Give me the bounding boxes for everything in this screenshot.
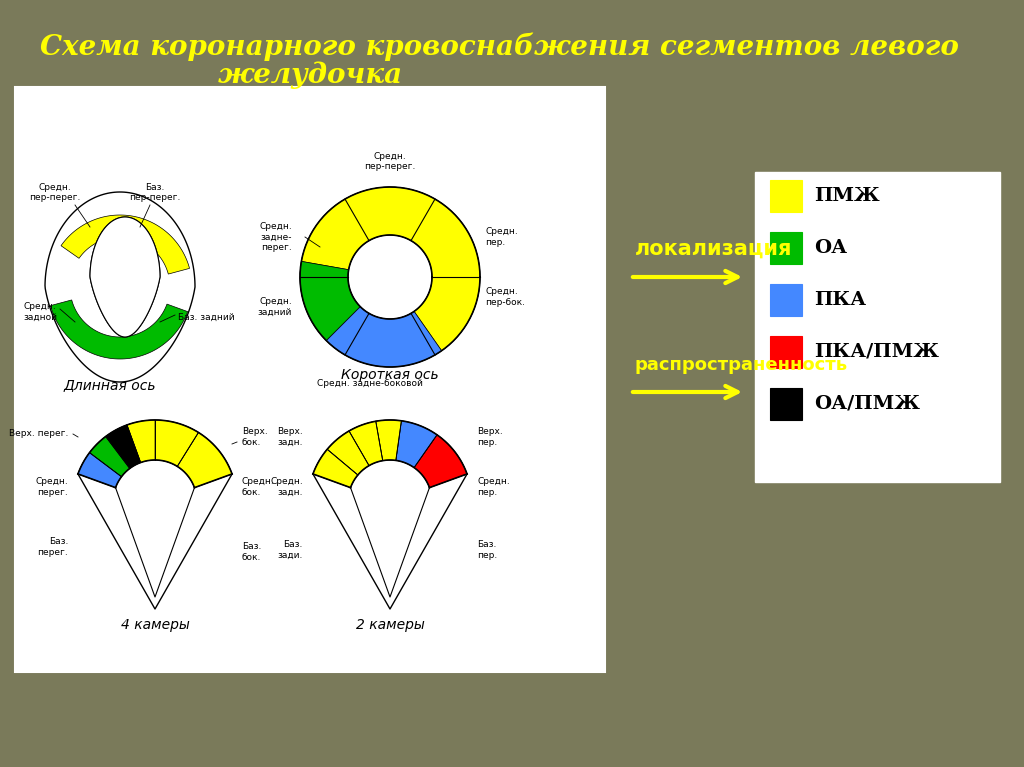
Text: Средн.
пер.: Средн. пер. <box>477 477 510 497</box>
Polygon shape <box>301 187 480 351</box>
Bar <box>770 232 802 264</box>
Text: ОА/ПМЖ: ОА/ПМЖ <box>814 395 920 413</box>
Polygon shape <box>376 420 401 461</box>
Text: 4 камеры: 4 камеры <box>121 618 189 632</box>
Polygon shape <box>327 307 441 367</box>
Text: Средн.
задн.: Средн. задн. <box>270 477 303 497</box>
Polygon shape <box>50 300 187 359</box>
Polygon shape <box>61 215 189 274</box>
Text: Верх.
пер.: Верх. пер. <box>477 427 503 446</box>
Polygon shape <box>90 217 160 337</box>
Text: локализация: локализация <box>635 239 793 259</box>
Text: ПКА/ПМЖ: ПКА/ПМЖ <box>814 343 939 361</box>
Text: Баз.
бок.: Баз. бок. <box>242 542 261 561</box>
Text: Средн.
пер-перег.: Средн. пер-перег. <box>365 152 416 171</box>
Polygon shape <box>155 420 199 466</box>
Polygon shape <box>313 449 357 488</box>
Polygon shape <box>105 425 140 469</box>
Polygon shape <box>328 431 369 475</box>
Text: Короткая ось: Короткая ось <box>341 368 439 382</box>
Text: Баз.
пер.: Баз. пер. <box>477 540 498 560</box>
Bar <box>755 172 1000 482</box>
Text: ОА: ОА <box>814 239 847 257</box>
Polygon shape <box>127 420 155 463</box>
Text: Средн.
бок.: Средн. бок. <box>242 477 274 497</box>
Polygon shape <box>78 453 122 488</box>
Text: Средн.
задне-
перег.: Средн. задне- перег. <box>259 222 292 252</box>
Text: Баз.
пер-перег.: Баз. пер-перег. <box>129 183 180 202</box>
Text: ПМЖ: ПМЖ <box>814 187 880 205</box>
Polygon shape <box>89 436 130 477</box>
Polygon shape <box>90 217 160 337</box>
Text: Средн.
перег.: Средн. перег. <box>35 477 68 497</box>
Text: Средн. задне-боковой: Средн. задне-боковой <box>317 379 423 388</box>
Text: ПКА: ПКА <box>814 291 866 309</box>
Polygon shape <box>349 421 383 466</box>
Bar <box>770 336 802 368</box>
Polygon shape <box>300 187 480 367</box>
Polygon shape <box>78 420 232 488</box>
Text: Баз. задний: Баз. задний <box>178 312 234 321</box>
Polygon shape <box>177 433 232 488</box>
Polygon shape <box>396 421 437 468</box>
Bar <box>770 284 802 316</box>
Polygon shape <box>313 420 467 488</box>
Text: 2 камеры: 2 камеры <box>355 618 424 632</box>
Text: Средн.
пер-перег.: Средн. пер-перег. <box>30 183 81 202</box>
Text: Верх.
задн.: Верх. задн. <box>278 427 303 446</box>
Text: Средн.
пер.: Средн. пер. <box>485 227 518 247</box>
Polygon shape <box>414 435 467 488</box>
Text: Схема коронарного кровоснабжения сегментов левого: Схема коронарного кровоснабжения сегмент… <box>40 33 958 61</box>
Text: Средн.
задной: Средн. задной <box>23 302 57 321</box>
Bar <box>15 87 605 672</box>
Text: Средн.
задний: Средн. задний <box>258 298 292 317</box>
Text: распространенность: распространенность <box>635 356 848 374</box>
Polygon shape <box>300 262 360 341</box>
Text: Длинная ось: Длинная ось <box>63 378 157 392</box>
Text: Верх.
бок.: Верх. бок. <box>242 427 267 446</box>
Bar <box>770 388 802 420</box>
Polygon shape <box>45 192 195 382</box>
Text: Баз.
зади.: Баз. зади. <box>278 540 303 560</box>
Bar <box>770 180 802 212</box>
Text: Баз.
перег.: Баз. перег. <box>37 538 68 557</box>
Text: Средн.
пер-бок.: Средн. пер-бок. <box>485 288 525 307</box>
Text: желудочка: желудочка <box>217 61 402 89</box>
Text: Верх. перег.: Верх. перег. <box>8 430 68 439</box>
